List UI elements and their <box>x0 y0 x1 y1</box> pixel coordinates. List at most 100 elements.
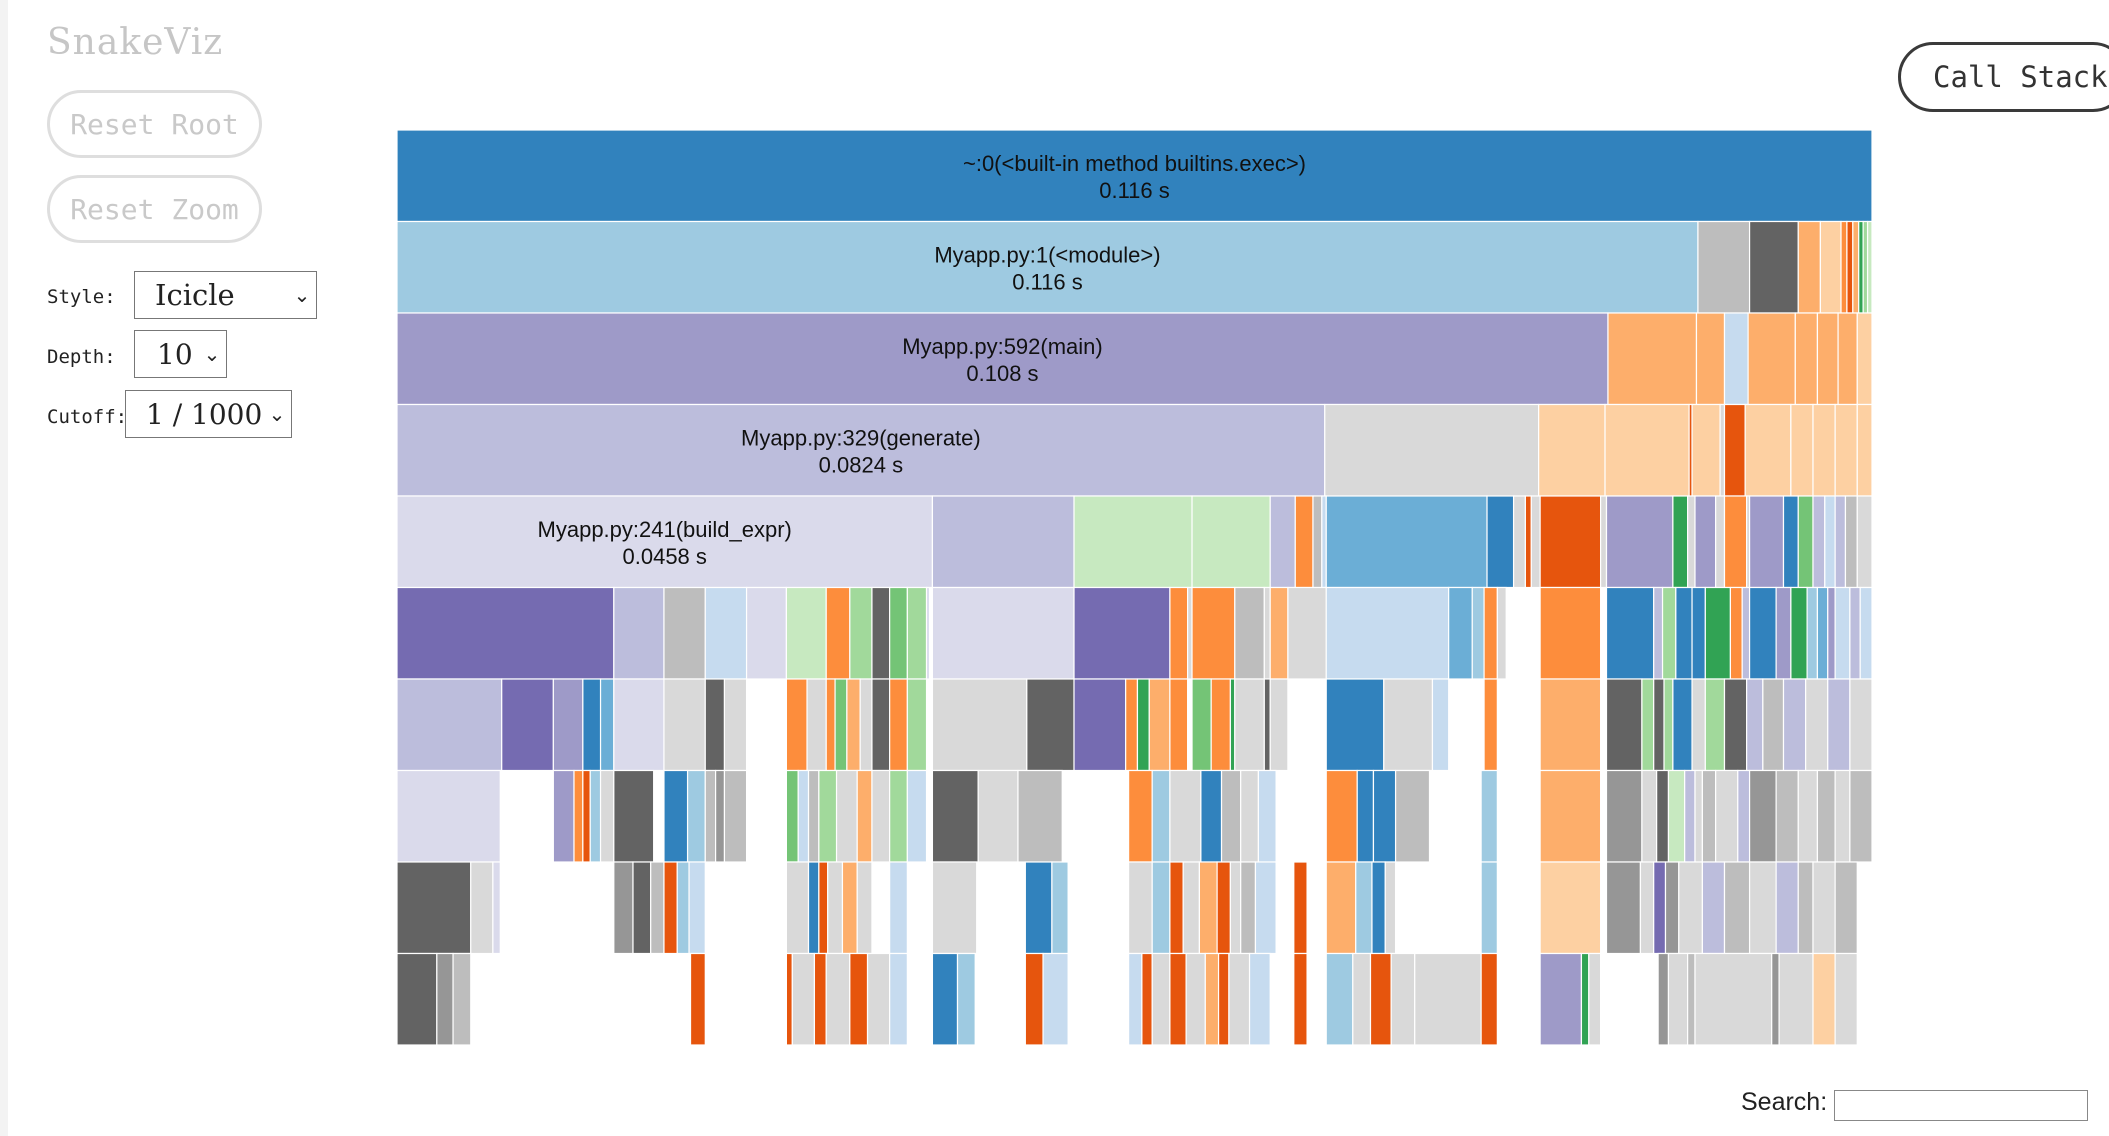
icicle-cell-d1-9[interactable] <box>1862 220 1869 314</box>
icicle-cell-d5-31[interactable] <box>1691 586 1706 680</box>
icicle-cell-d8-38[interactable] <box>1664 861 1680 955</box>
icicle-cell-d9-35[interactable] <box>1667 952 1689 1046</box>
icicle-cell-d5-29[interactable] <box>1661 586 1677 680</box>
icicle-cell-d6-19[interactable] <box>1026 678 1075 772</box>
icicle-cell-d4-25[interactable] <box>1812 495 1826 589</box>
icicle-cell-d8-16[interactable] <box>931 861 978 955</box>
icicle-cell-d7-28[interactable] <box>1200 769 1223 863</box>
icicle-cell-d7-32[interactable] <box>1325 769 1358 863</box>
icicle-cell-d4-20[interactable] <box>1723 495 1748 589</box>
icicle-cell-d9-7[interactable] <box>825 952 851 1046</box>
icicle-cell-d7-17[interactable] <box>835 769 858 863</box>
call-stack-button[interactable]: Call Stack <box>1898 42 2109 112</box>
icicle-cell-d9-36[interactable] <box>1687 952 1696 1046</box>
icicle-cell-d6-45[interactable] <box>1762 678 1785 772</box>
icicle-cell-d8-1[interactable] <box>470 861 494 955</box>
icicle-cell-d4-2[interactable] <box>1073 495 1193 589</box>
icicle-cell-d5-35[interactable] <box>1748 586 1777 680</box>
icicle-cell-d6-48[interactable] <box>1827 678 1851 772</box>
icicle-cell-d5-36[interactable] <box>1775 586 1792 680</box>
icicle-cell-d6-32[interactable] <box>1383 678 1434 772</box>
icicle-cell-d5-42[interactable] <box>1849 586 1861 680</box>
icicle-cell-d9-13[interactable] <box>1024 952 1044 1046</box>
icicle-cell-d8-32[interactable] <box>1384 861 1397 955</box>
icicle-cell-d7-21[interactable] <box>906 769 928 863</box>
icicle-cell-d7-45[interactable] <box>1715 769 1739 863</box>
icicle-cell-d6-37[interactable] <box>1641 678 1655 772</box>
icicle-cell-d5-1[interactable] <box>613 586 665 680</box>
icicle-cell-d7-43[interactable] <box>1694 769 1703 863</box>
icicle-cell-d1-5[interactable] <box>1840 220 1848 314</box>
icicle-cell-d6-0[interactable] <box>397 678 503 772</box>
icicle-cell-d9-15[interactable] <box>1127 952 1143 1046</box>
icicle-cell-d7-31[interactable] <box>1257 769 1277 863</box>
icicle-cell-d9-38[interactable] <box>1771 952 1780 1046</box>
icicle-cell-d7-4[interactable] <box>589 769 602 863</box>
icicle-cell-d4-6[interactable] <box>1312 495 1323 589</box>
icicle-cell-d2-1[interactable] <box>1607 312 1698 406</box>
icicle-cell-d9-20[interactable] <box>1204 952 1220 1046</box>
icicle-cell-d5-19[interactable] <box>1269 586 1289 680</box>
icicle-cell-d7-11[interactable] <box>723 769 748 863</box>
icicle-cell-d8-39[interactable] <box>1678 861 1703 955</box>
icicle-cell-d7-37[interactable] <box>1539 769 1602 863</box>
icicle-cell-d4-14[interactable] <box>1599 495 1608 589</box>
icicle-cell-d8-2[interactable] <box>492 861 501 955</box>
icicle-cell-d9-34[interactable] <box>1657 952 1670 1046</box>
icicle-cell-d9-31[interactable] <box>1539 952 1583 1046</box>
icicle-cell-d8-29[interactable] <box>1325 861 1357 955</box>
icicle-cell-d6-11[interactable] <box>825 678 836 772</box>
icicle-cell-d1-6[interactable] <box>1846 220 1854 314</box>
icicle-cell-d5-38[interactable] <box>1806 586 1819 680</box>
icicle-cell-d8-4[interactable] <box>632 861 652 955</box>
icicle-cell-d8-6[interactable] <box>663 861 678 955</box>
icicle-cell-d9-9[interactable] <box>866 952 891 1046</box>
icicle-cell-d5-15[interactable] <box>1186 586 1193 680</box>
icicle-cell-d8-18[interactable] <box>1051 861 1069 955</box>
icicle-cell-d6-5[interactable] <box>613 678 665 772</box>
icicle-cell-d8-35[interactable] <box>1605 861 1642 955</box>
icicle-cell-d7-13[interactable] <box>785 769 799 863</box>
icicle-cell-d9-6[interactable] <box>813 952 827 1046</box>
icicle-cell-d8-8[interactable] <box>688 861 706 955</box>
icicle-cell-d7-34[interactable] <box>1372 769 1397 863</box>
icicle-cell-d7-30[interactable] <box>1240 769 1260 863</box>
icicle-cell-d9-39[interactable] <box>1778 952 1814 1046</box>
icicle-cell-d8-23[interactable] <box>1198 861 1218 955</box>
icicle-cell-d3-9[interactable] <box>1790 403 1814 497</box>
icicle-cell-d7-47[interactable] <box>1748 769 1777 863</box>
icicle-cell-d7-1[interactable] <box>552 769 575 863</box>
icicle-cell-d6-43[interactable] <box>1723 678 1748 772</box>
icicle-cell-d3-7[interactable] <box>1723 403 1746 497</box>
icicle-cell-d7-41[interactable] <box>1667 769 1686 863</box>
icicle-cell-d9-16[interactable] <box>1141 952 1153 1046</box>
icicle-cell-d1-10[interactable] <box>1866 220 1872 314</box>
icicle-cell-d9-26[interactable] <box>1352 952 1372 1046</box>
icicle-cell-d1-2[interactable] <box>1748 220 1799 314</box>
icicle-cell-d8-41[interactable] <box>1723 861 1751 955</box>
icicle-cell-d6-24[interactable] <box>1169 678 1189 772</box>
icicle-cell-d7-5[interactable] <box>599 769 615 863</box>
icicle-cell-d6-21[interactable] <box>1125 678 1139 772</box>
icicle-cell-d7-20[interactable] <box>889 769 908 863</box>
icicle-cell-d5-39[interactable] <box>1816 586 1829 680</box>
icicle-cell-d7-33[interactable] <box>1356 769 1375 863</box>
icicle-cell-d7-9[interactable] <box>704 769 717 863</box>
icicle-cell-d7-22[interactable] <box>931 769 979 863</box>
icicle-cell-d9-28[interactable] <box>1390 952 1416 1046</box>
icicle-cell-d5-28[interactable] <box>1653 586 1664 680</box>
icicle-cell-d4-16[interactable] <box>1672 495 1689 589</box>
cutoff-select[interactable]: 1 / 1000 ⌄ <box>125 390 292 438</box>
icicle-cell-d5-5[interactable] <box>785 586 827 680</box>
icicle-cell-d4-17[interactable] <box>1687 495 1696 589</box>
icicle-cell-d9-30[interactable] <box>1480 952 1498 1046</box>
icicle-cell-d5-41[interactable] <box>1834 586 1851 680</box>
icicle-cell-d9-18[interactable] <box>1169 952 1187 1046</box>
icicle-cell-d4-3[interactable] <box>1191 495 1271 589</box>
icicle-cell-d6-46[interactable] <box>1782 678 1807 772</box>
icicle-cell-d9-17[interactable] <box>1151 952 1171 1046</box>
icicle-cell-d4-23[interactable] <box>1782 495 1799 589</box>
depth-select[interactable]: 10 ⌄ <box>134 330 227 378</box>
icicle-cell-d9-8[interactable] <box>849 952 869 1046</box>
search-input[interactable] <box>1834 1090 2088 1121</box>
